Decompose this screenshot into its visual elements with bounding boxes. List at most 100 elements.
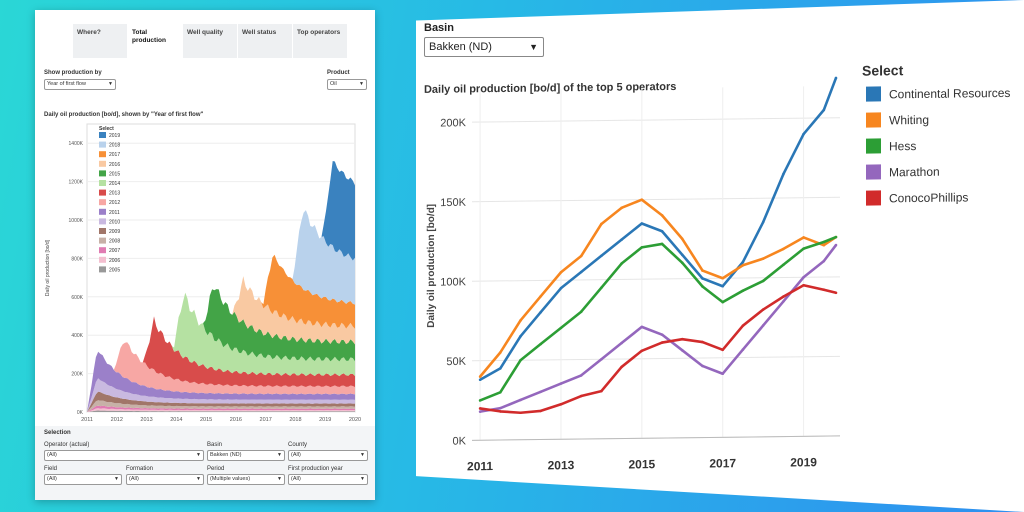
- filter-value: Bakken (ND): [210, 452, 242, 458]
- area-series-2015: [87, 289, 355, 412]
- legend-label: Whiting: [889, 113, 929, 127]
- legend-label: 2009: [109, 229, 120, 235]
- chevron-down-icon: ▼: [196, 476, 201, 482]
- data-point: [579, 270, 583, 274]
- data-point: [579, 254, 583, 258]
- data-point: [782, 300, 785, 303]
- product-select[interactable]: Oil ▼: [327, 79, 367, 90]
- data-point: [681, 253, 684, 257]
- legend-swatch: [99, 218, 106, 225]
- filter-label-basin: Basin: [207, 442, 223, 448]
- legend-swatch: [99, 180, 106, 186]
- data-point: [519, 358, 522, 362]
- data-point: [660, 341, 664, 344]
- x-axis-line: [472, 435, 840, 441]
- filter-basin-select[interactable]: Bakken (ND) ▼: [207, 450, 285, 461]
- tab-where[interactable]: Where?: [73, 24, 127, 58]
- legend-label: ConocoPhillips: [889, 190, 968, 205]
- legend-label: 2008: [109, 239, 120, 245]
- y-tick-label: 1400K: [69, 141, 84, 147]
- basin-select[interactable]: Bakken (ND) ▼: [424, 37, 544, 57]
- legend-swatch: [866, 138, 881, 154]
- x-tick-label: 2018: [289, 417, 301, 423]
- data-point: [681, 261, 684, 265]
- data-point: [822, 288, 826, 292]
- selection-section: [35, 426, 375, 500]
- legend-swatch: [99, 132, 106, 138]
- data-point: [640, 349, 644, 353]
- x-tick-label: 2017: [260, 417, 272, 423]
- filter-period-select[interactable]: (Multiple values) ▼: [207, 474, 285, 485]
- filter-label-field: Field: [44, 466, 58, 472]
- x-tick-label: 2012: [111, 417, 123, 423]
- data-point: [478, 378, 482, 382]
- data-point: [802, 283, 805, 287]
- chevron-down-icon: ▼: [277, 452, 282, 458]
- y-axis-label: Daily oil production [bo/d]: [426, 204, 437, 328]
- x-tick-label: 2013: [140, 417, 152, 423]
- y-tick-label: 200K: [71, 372, 83, 378]
- x-tick-label: 2011: [467, 459, 493, 473]
- tab-top-operators[interactable]: Top operators: [293, 24, 347, 58]
- show-production-select[interactable]: Year of first flow ▼: [44, 79, 116, 90]
- data-point: [741, 348, 745, 351]
- legend-swatch: [866, 190, 881, 206]
- data-point: [822, 243, 826, 247]
- data-point: [620, 341, 623, 345]
- data-point: [782, 247, 785, 251]
- x-tick-label: 2019: [319, 417, 331, 423]
- y-tick-label: 100K: [440, 276, 466, 288]
- data-point: [559, 402, 563, 406]
- filter-first-production-year-select[interactable]: (All) ▼: [288, 474, 368, 485]
- data-point: [640, 198, 644, 201]
- data-point: [499, 351, 502, 354]
- data-point: [701, 277, 704, 280]
- chevron-down-icon: ▼: [108, 81, 113, 87]
- x-tick-label: 2017: [709, 456, 736, 470]
- data-point: [478, 407, 482, 410]
- legend-swatch: [99, 160, 106, 167]
- y-tick-label: 1000K: [69, 218, 84, 224]
- filter-county-select[interactable]: (All) ▼: [288, 450, 368, 461]
- selection-label: Selection: [44, 430, 71, 436]
- data-point: [600, 254, 603, 258]
- legend-swatch: [99, 256, 106, 263]
- x-tick-label: 2020: [349, 417, 361, 423]
- gridline: [472, 117, 840, 123]
- area-series-2017: [87, 254, 355, 412]
- legend-swatch: [99, 266, 106, 273]
- filter-formation-select[interactable]: (All) ▼: [126, 474, 204, 485]
- filter-label-operator: Operator (actual): [44, 442, 90, 448]
- data-point: [761, 308, 765, 311]
- filter-value: (All): [47, 452, 57, 458]
- data-point: [802, 236, 805, 239]
- data-point: [822, 259, 826, 263]
- data-point: [681, 237, 684, 241]
- product-label: Product: [327, 70, 350, 76]
- tab-total-production[interactable]: Total production: [128, 24, 182, 58]
- data-point: [640, 246, 644, 249]
- filter-operator-select[interactable]: (All) ▼: [44, 450, 204, 461]
- x-tick-label: 2016: [230, 417, 242, 423]
- x-tick-label: 2013: [548, 458, 575, 472]
- legend-title: Select: [862, 62, 904, 78]
- data-point: [499, 390, 502, 394]
- y-axis-label: Daily oil production [bo/d]: [45, 239, 51, 296]
- legend-swatch: [866, 164, 881, 180]
- data-point: [802, 247, 805, 250]
- gridline: [472, 276, 840, 282]
- data-point: [539, 390, 543, 394]
- tab-well-quality[interactable]: Well quality: [183, 24, 237, 58]
- stacked-area-chart: Daily oil production [bo/d], shown by "Y…: [44, 112, 361, 423]
- data-point: [478, 410, 482, 413]
- filter-field-select[interactable]: (All) ▼: [44, 474, 122, 485]
- line-series-hess: [479, 235, 837, 402]
- y-tick-label: 600K: [71, 295, 83, 301]
- legend-label: 2019: [109, 133, 120, 139]
- gridline: [472, 355, 840, 362]
- area-series-2006: [87, 408, 355, 412]
- area-series-2007: [87, 405, 355, 412]
- tab-well-status[interactable]: Well status: [238, 24, 292, 58]
- data-point: [559, 382, 563, 385]
